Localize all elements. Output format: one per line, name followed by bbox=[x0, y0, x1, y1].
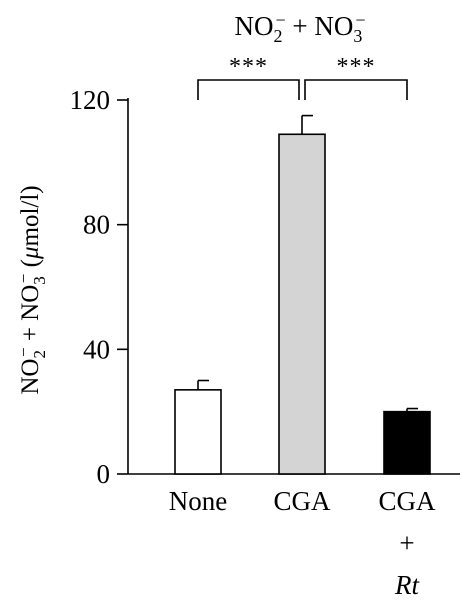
significance-bracket bbox=[197, 79, 300, 100]
significance-label: *** bbox=[229, 54, 268, 80]
bar bbox=[383, 410, 431, 475]
label-part: − bbox=[14, 347, 33, 357]
label-part: 2 bbox=[273, 26, 282, 46]
label-part: − bbox=[355, 10, 365, 30]
label-part: ( bbox=[17, 259, 44, 274]
label-part: NO bbox=[234, 11, 273, 41]
significance-label: *** bbox=[337, 54, 376, 80]
y-tick-label: 0 bbox=[97, 459, 111, 489]
label-part: μ bbox=[17, 246, 44, 260]
category-label: Rt bbox=[394, 570, 420, 600]
label-part: 2 bbox=[30, 350, 49, 359]
label-part: 3 bbox=[30, 276, 49, 285]
chart-title: NO2− + NO3− bbox=[234, 10, 365, 46]
bars bbox=[174, 114, 431, 475]
y-tick-label: 80 bbox=[83, 210, 110, 240]
y-tick-label: 40 bbox=[83, 334, 110, 364]
label-part: + NO bbox=[17, 285, 44, 348]
bar bbox=[174, 389, 222, 475]
category-label: None bbox=[169, 486, 227, 516]
label-part: − bbox=[14, 274, 33, 284]
significance-bracket bbox=[304, 79, 408, 100]
label-part: 3 bbox=[353, 26, 362, 46]
category-labels: None CGA CGA + Rt bbox=[169, 486, 436, 600]
category-label: CGA bbox=[273, 486, 331, 516]
bar bbox=[278, 133, 326, 475]
label-part: NO bbox=[17, 359, 44, 395]
axes: 0 40 80 120 bbox=[70, 85, 460, 489]
y-tick-label: 120 bbox=[70, 85, 111, 115]
y-axis-label: NO2− + NO3− (μmol/l) bbox=[14, 185, 49, 394]
category-label: + bbox=[399, 528, 414, 558]
label-part: mol/l) bbox=[17, 185, 44, 246]
label-part: + NO bbox=[286, 11, 354, 41]
label-part: − bbox=[275, 10, 285, 30]
category-label: CGA bbox=[378, 486, 436, 516]
significance-brackets: *** *** bbox=[197, 54, 408, 100]
